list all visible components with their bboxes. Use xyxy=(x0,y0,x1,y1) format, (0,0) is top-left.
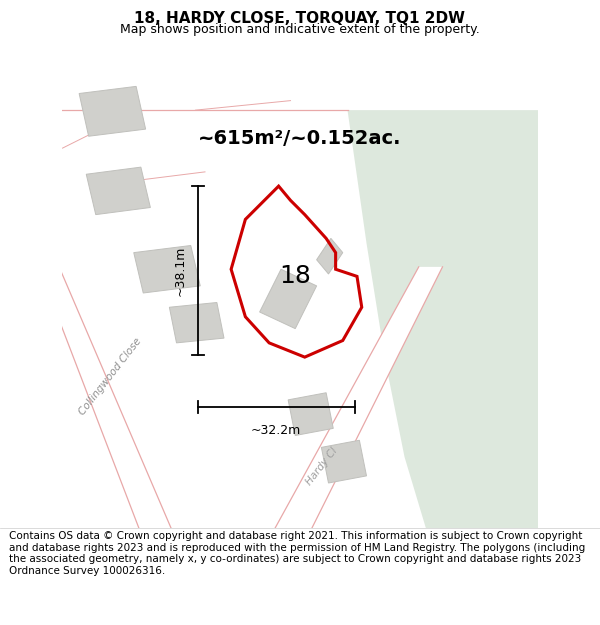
Polygon shape xyxy=(317,238,343,274)
Polygon shape xyxy=(134,246,200,293)
Polygon shape xyxy=(86,167,151,214)
Text: ~38.1m: ~38.1m xyxy=(173,245,187,296)
Polygon shape xyxy=(262,267,443,552)
Text: Contains OS data © Crown copyright and database right 2021. This information is : Contains OS data © Crown copyright and d… xyxy=(9,531,585,576)
Polygon shape xyxy=(347,110,561,552)
Polygon shape xyxy=(288,392,333,436)
Polygon shape xyxy=(260,269,317,329)
Text: Hardy Cl: Hardy Cl xyxy=(304,446,339,487)
Polygon shape xyxy=(39,219,181,552)
Text: ~615m²/~0.152ac.: ~615m²/~0.152ac. xyxy=(198,129,402,148)
Text: Map shows position and indicative extent of the property.: Map shows position and indicative extent… xyxy=(120,23,480,36)
Text: ~32.2m: ~32.2m xyxy=(251,424,301,438)
Polygon shape xyxy=(39,29,347,110)
Polygon shape xyxy=(79,86,146,136)
Polygon shape xyxy=(169,302,224,343)
Polygon shape xyxy=(322,440,367,483)
Text: Collingwood Close: Collingwood Close xyxy=(77,336,143,417)
Text: 18: 18 xyxy=(280,264,311,288)
Text: 18, HARDY CLOSE, TORQUAY, TQ1 2DW: 18, HARDY CLOSE, TORQUAY, TQ1 2DW xyxy=(134,11,466,26)
